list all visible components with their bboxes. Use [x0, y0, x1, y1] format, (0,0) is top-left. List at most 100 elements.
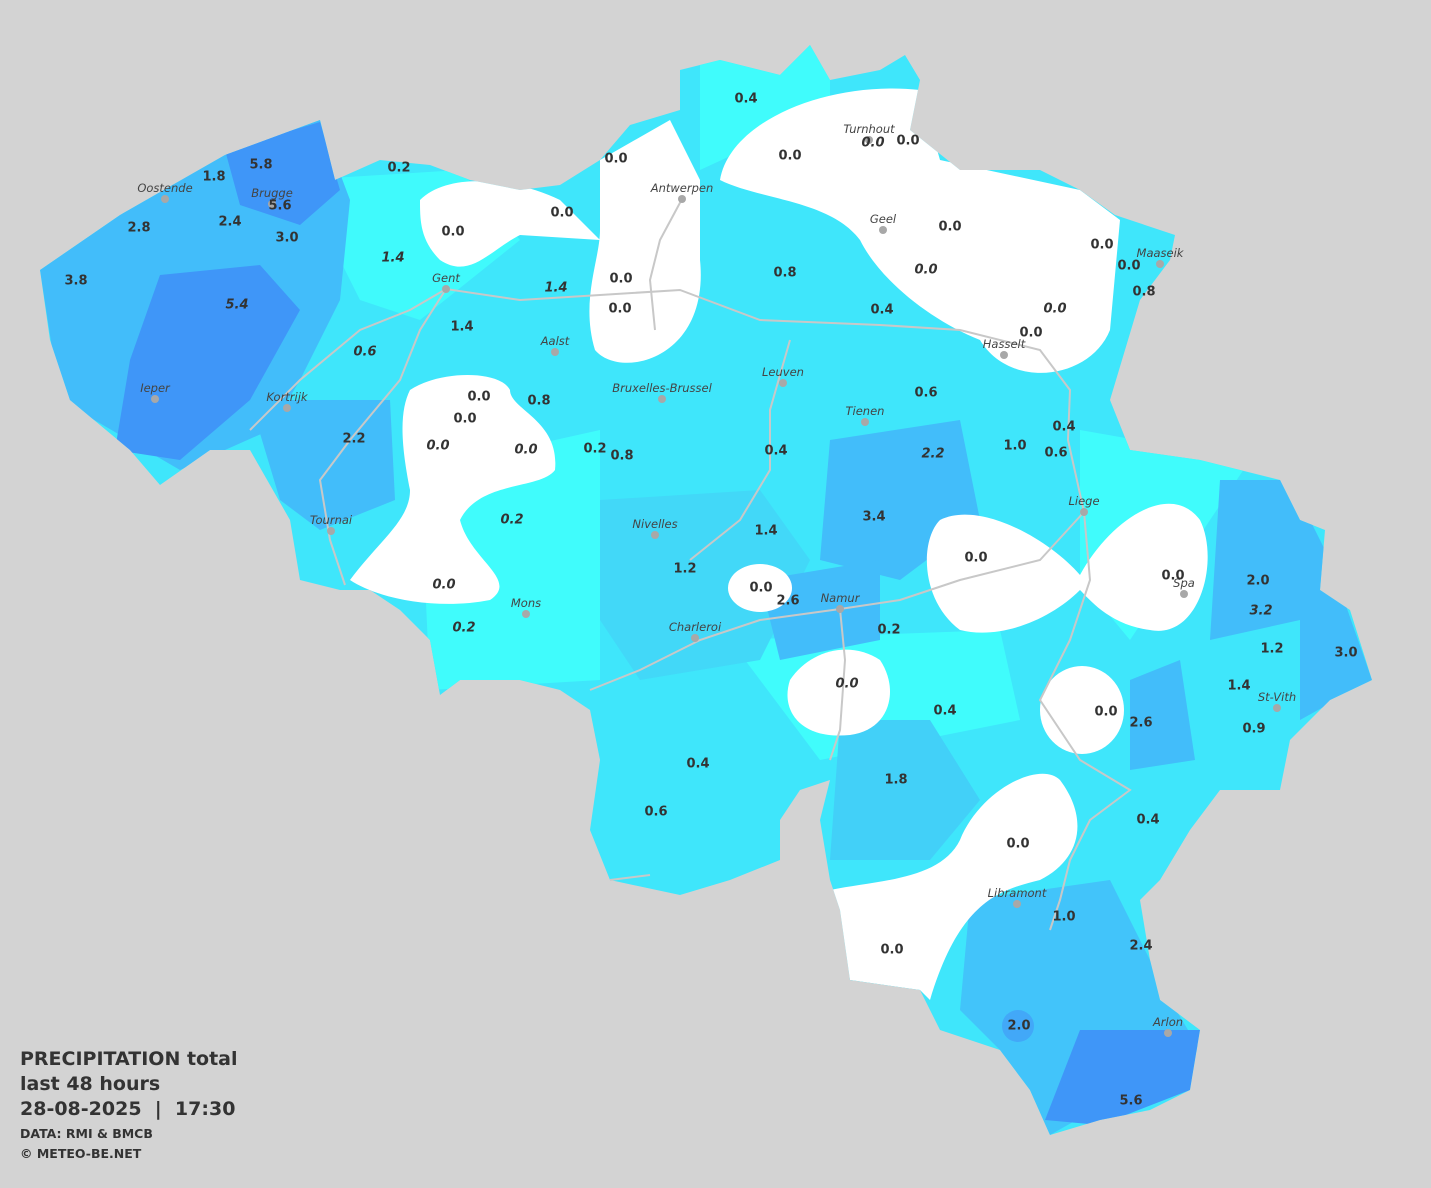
reading-label: 2.8 — [127, 221, 150, 236]
reading-label: 5.6 — [268, 199, 291, 214]
city-label: Libramont — [988, 886, 1047, 900]
city-label: Namur — [821, 591, 861, 605]
city-dot — [1013, 900, 1021, 908]
cities: Oostende Brugge Antwerpen Turnhout Geel Maase… — [137, 122, 1296, 1037]
reading-label: 0.2 — [452, 621, 475, 636]
city-dot — [865, 136, 873, 144]
reading-label: 0.0 — [604, 152, 627, 167]
reading-label: 1.4 — [544, 281, 567, 296]
city-dot — [1156, 260, 1164, 268]
city-label: Bruxelles-Brussel — [612, 381, 712, 395]
reading-label: 1.4 — [381, 251, 404, 266]
readings: 0.40.0 0.00.0 0.00.21.85.85.62.8 2.43.00.00… — [64, 92, 1357, 1109]
reading-label: 1.0 — [1052, 910, 1075, 925]
city-dot — [658, 395, 666, 403]
legend: PRECIPITATION total last 48 hours 28-08-… — [20, 1048, 238, 1161]
reading-label: 0.0 — [432, 578, 455, 593]
reading-label: 0.2 — [877, 623, 900, 638]
reading-label: 2.2 — [921, 447, 944, 462]
reading-label: 1.2 — [1260, 642, 1283, 657]
reading-label: 0.0 — [441, 225, 464, 240]
reading-label: 0.4 — [933, 704, 956, 719]
city-dot — [268, 200, 276, 208]
city-label: Oostende — [137, 181, 192, 195]
reading-label: 0.4 — [686, 757, 709, 772]
reading-label: 0.8 — [1132, 285, 1155, 300]
reading-label: 0.8 — [773, 266, 796, 281]
reading-label: 0.0 — [861, 136, 884, 151]
reading-label: 0.0 — [467, 390, 490, 405]
city-label: Mons — [511, 596, 541, 610]
reading-label: 0.2 — [387, 161, 410, 176]
city-dot — [283, 404, 291, 412]
city-label: Maaseik — [1137, 246, 1185, 260]
reading-label: 2.4 — [1129, 939, 1152, 954]
city-dot — [1164, 1029, 1172, 1037]
reading-label: 0.0 — [1043, 302, 1066, 317]
reading-label: 0.0 — [914, 263, 937, 278]
city-label: Spa — [1173, 576, 1195, 590]
reading-label: 0.0 — [1006, 837, 1029, 852]
reading-label: 2.6 — [776, 594, 799, 609]
city-label: Turnhout — [843, 122, 895, 136]
reading-label: 2.0 — [1246, 574, 1269, 589]
reading-label: 0.0 — [1090, 238, 1113, 253]
city-label: Tienen — [846, 404, 885, 418]
reading-label: 5.6 — [1119, 1094, 1142, 1109]
reading-label: 0.0 — [896, 134, 919, 149]
reading-label: 3.0 — [1334, 646, 1357, 661]
reading-label: 0.6 — [644, 805, 667, 820]
city-label: Liege — [1068, 494, 1099, 508]
city-label: Antwerpen — [650, 181, 714, 195]
reading-label: 0.9 — [1242, 722, 1265, 737]
city-dot — [522, 610, 530, 618]
city-dot — [1180, 590, 1188, 598]
reading-label: 0.6 — [1044, 446, 1067, 461]
city-label: Tournai — [310, 513, 353, 527]
city-dot — [1273, 704, 1281, 712]
reading-label: 1.4 — [450, 320, 473, 335]
city-dot — [678, 195, 686, 203]
city-dot — [836, 605, 844, 613]
reading-label: 3.4 — [862, 510, 885, 525]
reading-label: 0.8 — [610, 449, 633, 464]
city-dot — [551, 348, 559, 356]
source: DATA: RMI & BMCB — [20, 1126, 153, 1141]
reading-label: 0.6 — [353, 345, 376, 360]
credit: © METEO-BE.NET — [20, 1146, 142, 1161]
city-label: Nivelles — [632, 517, 677, 531]
reading-label: 0.4 — [764, 444, 787, 459]
city-label: Geel — [870, 212, 897, 226]
reading-label: 0.2 — [500, 513, 523, 528]
city-label: Hasselt — [983, 337, 1026, 351]
city-label: Leuven — [762, 365, 804, 379]
city-label: Kortrijk — [266, 390, 309, 404]
reading-label: 3.8 — [64, 274, 87, 289]
reading-label: 1.8 — [202, 170, 225, 185]
timestamp: 28-08-2025 | 17:30 — [20, 1098, 235, 1120]
reading-label: 0.0 — [609, 272, 632, 287]
reading-label: 0.0 — [1161, 569, 1184, 584]
reading-label: 1.4 — [754, 524, 777, 539]
reading-label: 0.4 — [1136, 813, 1159, 828]
reading-label: 0.4 — [870, 303, 893, 318]
reading-label: 0.0 — [778, 149, 801, 164]
city-dot — [879, 226, 887, 234]
reading-label: 0.8 — [527, 394, 550, 409]
city-dot — [1000, 351, 1008, 359]
city-dot — [691, 634, 699, 642]
reading-label: 0.0 — [453, 412, 476, 427]
reading-label: 0.0 — [426, 439, 449, 454]
reading-label: 0.2 — [583, 442, 606, 457]
city-dot — [327, 527, 335, 535]
city-label: St-Vith — [1258, 690, 1296, 704]
reading-label: 0.0 — [938, 220, 961, 235]
reading-label: 2.4 — [218, 215, 241, 230]
reading-label: 0.0 — [1019, 326, 1042, 341]
city-dot — [1080, 508, 1088, 516]
reading-label: 0.0 — [514, 443, 537, 458]
reading-label: 0.0 — [608, 302, 631, 317]
reading-label: 0.0 — [1094, 705, 1117, 720]
